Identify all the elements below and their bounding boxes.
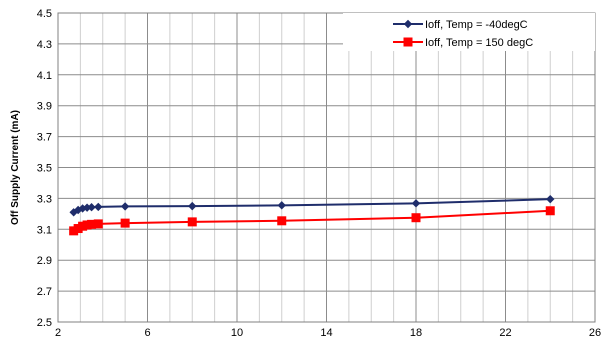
series-1 [69, 194, 555, 217]
y-tick-label: 3.7 [37, 132, 52, 144]
x-tick-label: 2 [55, 327, 61, 339]
data-point [277, 201, 286, 210]
data-point [93, 219, 103, 229]
plot-frame [57, 12, 596, 323]
y-tick-label: 2.5 [37, 317, 52, 329]
x-tick-label: 10 [231, 327, 243, 339]
x-tick-label: 18 [410, 327, 422, 339]
tick-labels: 2 6 10 14 18 22 262.52.72.93.13.33.53.73.94.14… [37, 8, 601, 339]
x-tick-label: 14 [320, 327, 332, 339]
y-tick-label: 3.9 [37, 101, 52, 113]
legend-label: Ioff, Temp = 150 degC [425, 37, 533, 49]
y-tick-label: 3.5 [37, 163, 52, 175]
y-tick-label: 4.5 [37, 8, 52, 20]
y-tick-label: 2.7 [37, 286, 52, 298]
data-point [120, 202, 130, 211]
legend-item: Ioff, Temp = -40degC [393, 19, 528, 31]
legend-box [343, 13, 595, 51]
y-tick-label: 4.3 [37, 39, 52, 51]
data-point [545, 206, 555, 216]
data-point [277, 216, 287, 226]
data-point [188, 201, 197, 211]
data-point [546, 194, 555, 204]
data-point [187, 217, 197, 227]
x-tick-label: 22 [499, 327, 511, 339]
data-point [120, 218, 130, 228]
y-tick-label: 2.9 [37, 255, 52, 267]
data-point [411, 199, 421, 208]
series-layer [69, 194, 555, 236]
grid [57, 12, 596, 323]
y-tick-label: 4.1 [37, 70, 52, 82]
data-point [411, 213, 421, 223]
legend-item: Ioff, Temp = 150 degC [393, 37, 533, 49]
series-line [73, 198, 551, 214]
y-tick-label: 3.1 [37, 224, 52, 236]
data-point [87, 219, 97, 229]
x-tick-label: 6 [144, 327, 150, 339]
series-2 [69, 206, 555, 236]
data-point [87, 203, 96, 212]
legend-label: Ioff, Temp = -40degC [425, 19, 528, 31]
legend: Ioff, Temp = -40degC Ioff, Temp = 150 deg… [343, 13, 595, 51]
y-axis-label: Off Supply Current (mA) [10, 110, 21, 225]
y-tick-label: 3.3 [37, 193, 52, 205]
legend-marker [403, 19, 413, 29]
legend-marker [403, 37, 413, 47]
series-line [73, 209, 551, 232]
data-point [94, 202, 103, 212]
x-tick-label: 26 [589, 327, 601, 339]
